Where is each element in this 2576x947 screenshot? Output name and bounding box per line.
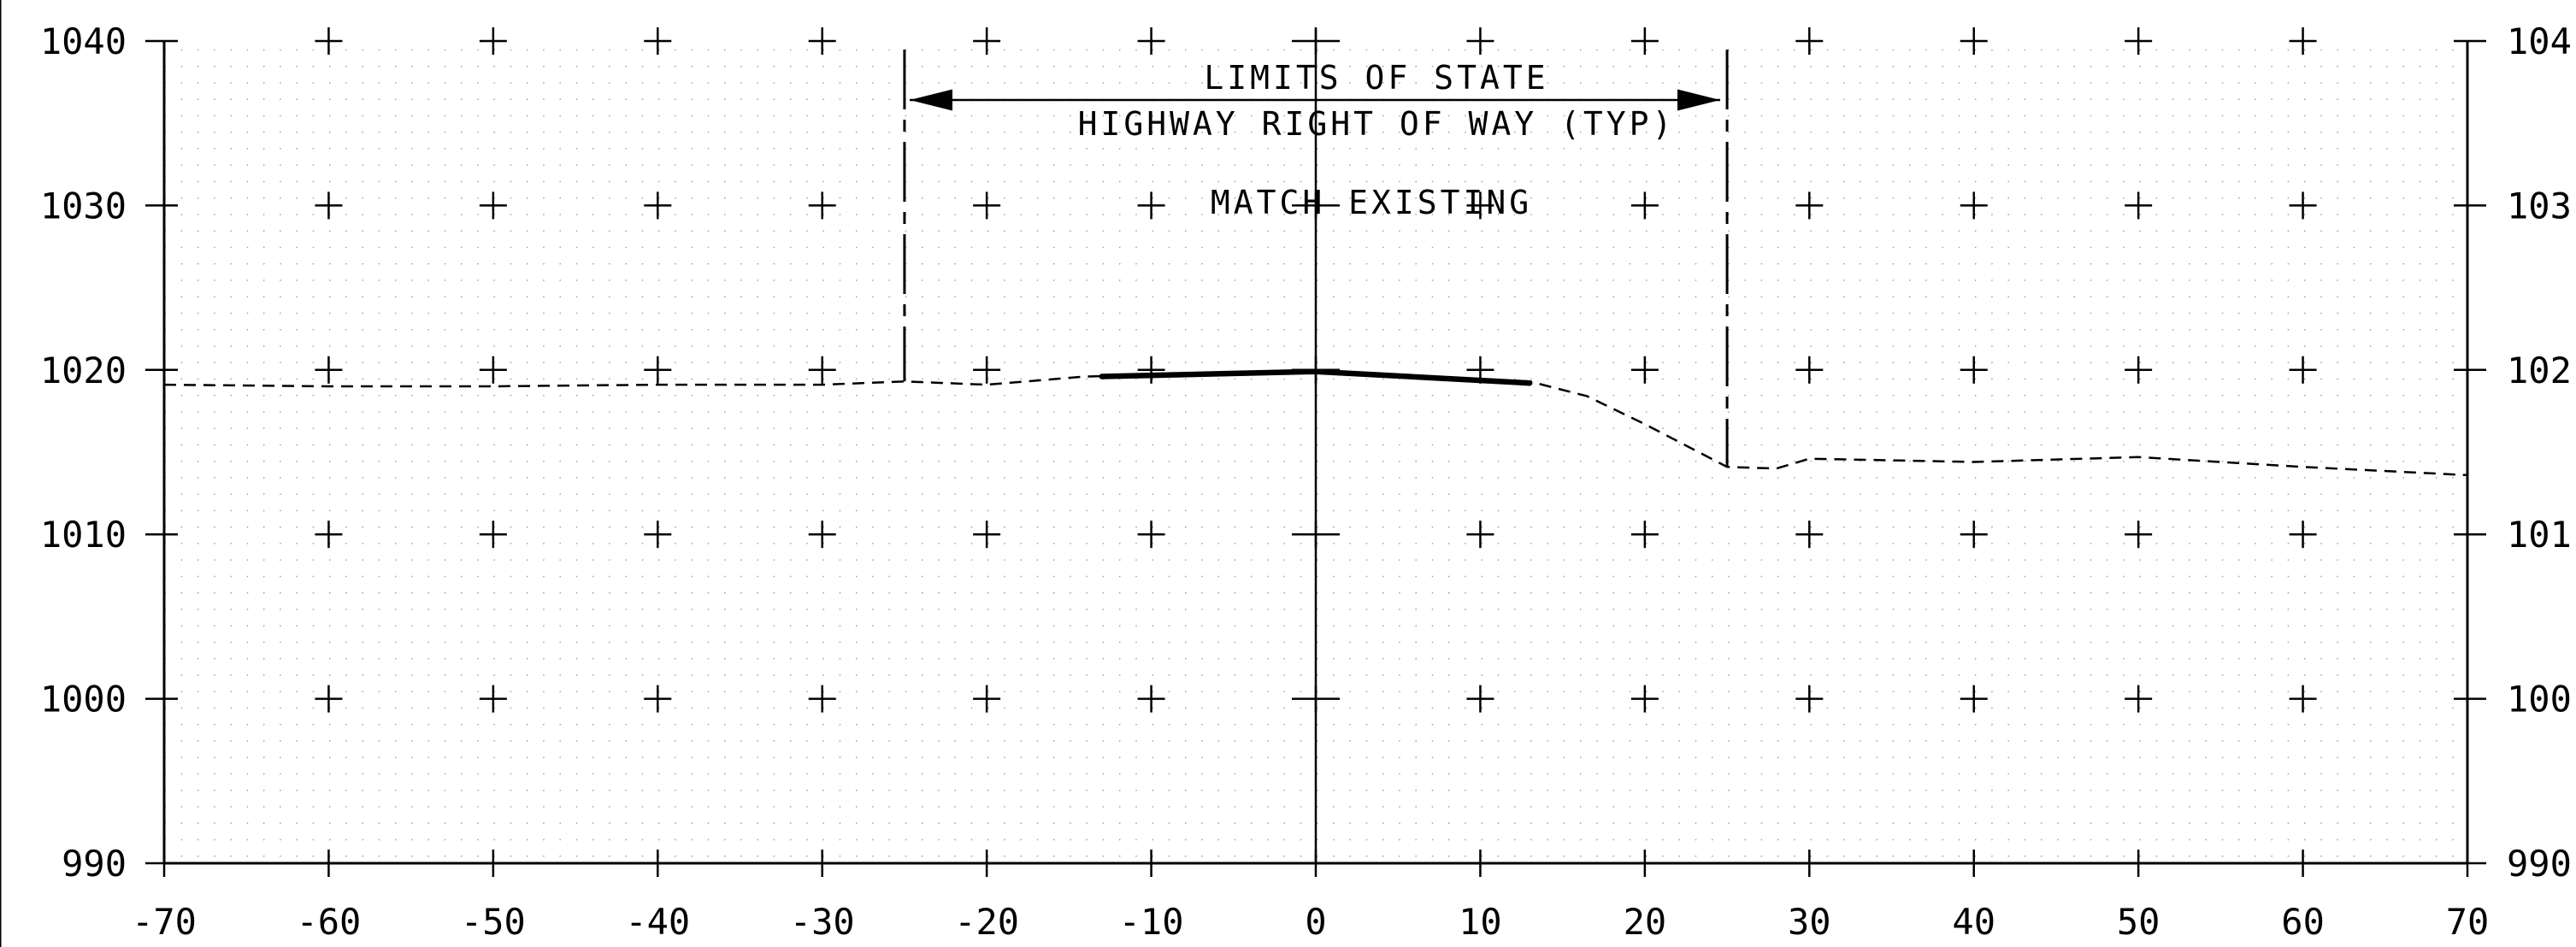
limits-text-line2: HIGHWAY RIGHT OF WAY (TYP)	[1078, 105, 1676, 143]
x-tick-label: -20	[954, 901, 1019, 943]
x-tick-label: -40	[625, 901, 690, 943]
y-tick-label-right: 100	[2507, 679, 2572, 721]
y-tick-label-right: 990	[2507, 843, 2572, 885]
x-tick-label: 60	[2281, 901, 2325, 943]
y-axis-ticks: 990 1000 1010 1020 1030 1040 990 100 101 102 103 10…	[40, 21, 2572, 885]
y-tick-label-left: 1040	[40, 21, 127, 62]
limits-text-line1: LIMITS OF STATE	[1204, 59, 1548, 97]
y-tick-label-left: 1010	[40, 514, 127, 556]
x-tick-label: -50	[461, 901, 526, 943]
y-tick-label-left: 1000	[40, 679, 127, 721]
x-tick-label: 0	[1305, 901, 1326, 943]
proposed-surface-profile	[1099, 368, 1533, 386]
annotations: LIMITS OF STATE HIGHWAY RIGHT OF WAY (TY…	[910, 59, 1720, 221]
x-tick-label: 70	[2446, 901, 2490, 943]
x-tick-label: -70	[132, 901, 197, 943]
y-tick-label-right: 101	[2507, 514, 2572, 556]
x-tick-label: -10	[1119, 901, 1184, 943]
x-tick-label: 50	[2117, 901, 2160, 943]
y-tick-label-left: 1020	[40, 350, 127, 391]
match-existing-text: MATCH EXISTING	[1211, 184, 1532, 221]
x-tick-label: -60	[296, 901, 361, 943]
y-tick-label-right: 103	[2507, 185, 2572, 226]
y-tick-label-right: 102	[2507, 350, 2572, 391]
x-tick-label: 30	[1788, 901, 1831, 943]
y-tick-label-left: 990	[62, 843, 127, 885]
x-tick-label: 20	[1624, 901, 1667, 943]
x-tick-label: -30	[790, 901, 855, 943]
x-tick-label: 40	[1952, 901, 1995, 943]
x-axis-ticks: -70 -60 -50 -40 -30 -20 -10 0 10 20 30 40 50 60 70	[132, 850, 2489, 943]
reference-lines	[903, 29, 1729, 863]
y-tick-label-right: 104	[2507, 21, 2572, 62]
ground-profiles	[163, 368, 2468, 477]
x-tick-label: 10	[1459, 901, 1502, 943]
y-tick-label-left: 1030	[40, 185, 127, 226]
